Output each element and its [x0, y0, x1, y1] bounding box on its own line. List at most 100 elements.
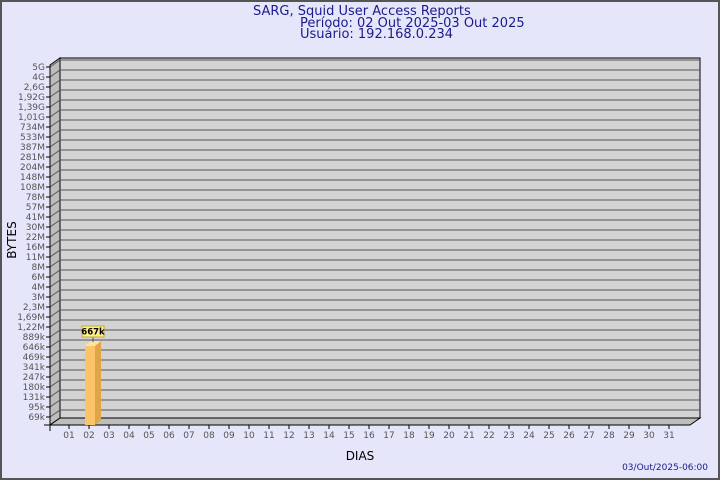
y-tick-label: 5G — [32, 63, 45, 73]
x-tick-label: 03 — [103, 431, 114, 441]
x-tick-label: 29 — [623, 431, 635, 441]
x-tick-label: 08 — [203, 431, 215, 441]
y-tick-label: 11M — [26, 253, 45, 263]
gridline-side — [49, 159, 61, 168]
data-label: 667k — [81, 327, 105, 337]
bar-top — [85, 340, 101, 346]
y-tick-label: 646k — [23, 343, 46, 353]
gridline-side — [49, 389, 61, 398]
y-tick-label: 469k — [23, 353, 46, 363]
gridline-side — [49, 369, 61, 378]
y-tick-label: 341k — [23, 363, 46, 373]
gridline-side — [49, 399, 61, 408]
y-tick-label: 4G — [32, 73, 45, 83]
gridline-side — [49, 209, 61, 218]
gridline-side — [49, 319, 61, 328]
x-tick-label: 22 — [483, 431, 494, 441]
x-tick-label: 09 — [223, 431, 235, 441]
y-axis-label: BYTES — [5, 221, 19, 258]
y-tick-label: 1,22M — [17, 323, 45, 333]
x-tick-label: 24 — [523, 431, 535, 441]
gridline-side — [49, 409, 61, 418]
x-tick-label: 30 — [643, 431, 655, 441]
x-tick-label: 11 — [263, 431, 274, 441]
gridline-side — [49, 139, 61, 148]
x-tick-label: 14 — [323, 431, 335, 441]
gridline-side — [49, 379, 61, 388]
bar — [85, 345, 95, 425]
x-tick-label: 19 — [423, 431, 435, 441]
y-tick-label: 889k — [23, 333, 46, 343]
x-tick-label: 26 — [563, 431, 575, 441]
back-wall — [59, 57, 701, 419]
y-tick-label: 2,6G — [24, 83, 45, 93]
y-tick-label: 69k — [28, 413, 45, 423]
x-tick-label: 21 — [463, 431, 474, 441]
gridline-side — [49, 339, 61, 348]
y-tick-label: 8M — [32, 263, 46, 273]
gridline-side — [49, 229, 61, 238]
gridline-side — [49, 299, 61, 308]
y-tick-label: 1,69M — [17, 313, 45, 323]
y-tick-label: 16M — [26, 243, 45, 253]
chart-title: SARG, Squid User Access Reports — [253, 4, 471, 19]
x-tick-label: 16 — [363, 431, 375, 441]
x-tick-label: 18 — [403, 431, 415, 441]
gridline-side — [49, 89, 61, 98]
y-tick-label: 6M — [32, 273, 46, 283]
x-tick-label: 23 — [503, 431, 514, 441]
y-tick-label: 108M — [20, 183, 45, 193]
gridline-side — [49, 269, 61, 278]
chart-subtitle-user: Usuário: 192.168.0.234 — [300, 27, 453, 42]
gridline-side — [49, 59, 61, 68]
gridline-side — [49, 179, 61, 188]
gridline-side — [49, 329, 61, 338]
gridline-side — [49, 109, 61, 118]
gridline-side — [49, 349, 61, 358]
y-tick-label: 22M — [26, 233, 45, 243]
x-tick-label: 28 — [603, 431, 615, 441]
gridline-side — [49, 119, 61, 128]
y-tick-label: 387M — [20, 143, 45, 153]
x-tick-label: 13 — [303, 431, 314, 441]
gridline-side — [49, 79, 61, 88]
x-axis-label: DIAS — [346, 449, 375, 463]
gridline-side — [49, 99, 61, 108]
x-tick-label: 07 — [183, 431, 194, 441]
gridline-side — [49, 289, 61, 298]
y-tick-label: 247k — [23, 373, 46, 383]
gridline-side — [49, 129, 61, 138]
gridline-side — [49, 359, 61, 368]
chart-subtitle-period: Período: 02 Out 2025-03 Out 2025 — [300, 16, 525, 31]
gridline-side — [49, 309, 61, 318]
x-tick-label: 06 — [163, 431, 175, 441]
gridline-side — [49, 69, 61, 78]
y-tick-label: 281M — [20, 153, 45, 163]
gridline-side — [49, 249, 61, 258]
y-tick-label: 1,92G — [18, 93, 45, 103]
gridline-side — [49, 169, 61, 178]
y-tick-label: 3M — [32, 293, 46, 303]
floor — [48, 417, 702, 426]
y-tick-label: 1,39G — [18, 103, 45, 113]
x-tick-label: 04 — [123, 431, 135, 441]
y-tick-label: 4M — [32, 283, 46, 293]
x-tick-label: 02 — [83, 431, 94, 441]
gridline-side — [49, 219, 61, 228]
y-tick-label: 734M — [20, 123, 45, 133]
y-tick-label: 41M — [26, 213, 45, 223]
footer-timestamp: 03/Out/2025-06:00 — [622, 463, 708, 473]
x-tick-label: 20 — [443, 431, 455, 441]
bar-side — [95, 340, 101, 425]
gridline-side — [49, 279, 61, 288]
gridline-side — [49, 149, 61, 158]
y-tick-label: 95k — [28, 403, 45, 413]
y-tick-label: 2,3M — [23, 303, 45, 313]
gridline-side — [49, 239, 61, 248]
x-tick-label: 12 — [283, 431, 294, 441]
gridline-side — [49, 189, 61, 198]
y-tick-label: 1,01G — [18, 113, 45, 123]
x-tick-label: 17 — [383, 431, 394, 441]
x-tick-label: 15 — [343, 431, 354, 441]
